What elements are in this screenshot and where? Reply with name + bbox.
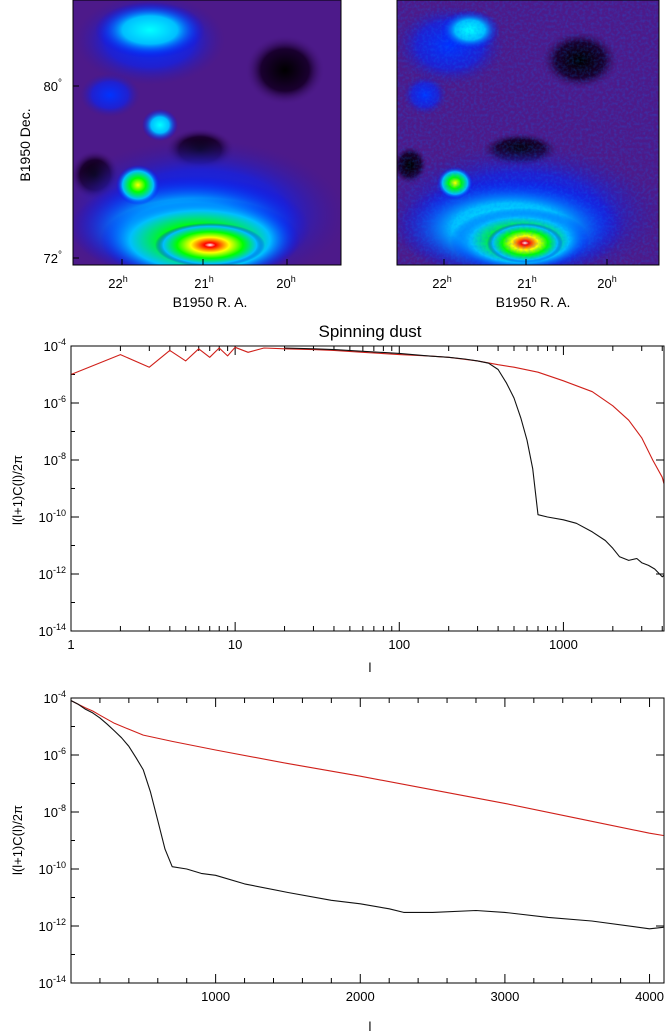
y-tick-label: 10-6 (44, 394, 66, 411)
y-tick-label: 10-10 (39, 508, 66, 525)
x-axis-label: l (369, 660, 372, 675)
y-tick-label: 10-4 (44, 337, 66, 354)
x-tick-label: 1000 (201, 989, 230, 1004)
series-line-0 (70, 346, 665, 484)
map-right-xtick-label: 20h (597, 274, 616, 291)
y-tick-label: 10-4 (44, 689, 66, 706)
plot-frame (70, 697, 665, 984)
map-left-xaxis-label: B1950 R. A. (173, 294, 248, 310)
map-left-xtick-label: 20h (276, 274, 295, 291)
map-left-xtick-label: 21h (194, 274, 213, 291)
map-left-yaxis-label: B1950 Dec. (17, 108, 33, 181)
x-tick-label: 4000 (635, 989, 664, 1004)
map-left-ytick-label: 72° (44, 250, 62, 266)
series-line-0 (71, 700, 664, 837)
spectrum-linear-chart: l(l+1)C(l)/2π l 10-4 10-6 10-8 10-10 10-12 10… (10, 689, 665, 1034)
y-tick-label: 10-14 (39, 974, 66, 991)
sky-map-left: 22h 21h 20h 80° 72° B1950 R. A. B1950 De… (17, 0, 342, 310)
y-tick-label: 10-10 (39, 860, 66, 877)
map-left-ytick-label: 80° (44, 78, 62, 94)
y-tick-label: 10-12 (39, 565, 66, 582)
y-tick-label: 10-12 (39, 917, 66, 934)
map-right-xaxis-label: B1950 R. A. (496, 294, 571, 310)
chart-title: Spinning dust (318, 322, 421, 341)
x-tick-label: 1 (67, 637, 74, 652)
map-right-xtick-label: 21h (517, 274, 536, 291)
y-tick-label: 10-6 (44, 746, 66, 763)
x-axis-label: l (369, 1019, 372, 1034)
x-tick-label: 3000 (490, 989, 519, 1004)
map-right-xtick-label: 22h (432, 274, 451, 291)
x-tick-label: 2000 (346, 989, 375, 1004)
spectrum-loglog-chart: Spinning dust l(l+1)C(l)/2π l 10-4 10-6 10… (10, 322, 665, 675)
series-line-1 (71, 700, 664, 930)
sky-map-right: 22h 21h 20h B1950 R. A. (396, 0, 660, 310)
y-tick-label: 10-8 (44, 803, 66, 820)
y-axis-label: l(l+1)C(l)/2π (10, 805, 25, 875)
map-left-xtick-label: 22h (108, 274, 127, 291)
x-tick-label: 100 (388, 637, 410, 652)
series-line-1 (284, 347, 665, 578)
y-tick-label: 10-8 (44, 451, 66, 468)
y-axis-label: l(l+1)C(l)/2π (10, 455, 25, 525)
x-tick-label: 10 (228, 637, 242, 652)
x-tick-label: 1000 (549, 637, 578, 652)
y-tick-label: 10-14 (39, 622, 66, 639)
plot-frame (70, 345, 665, 632)
